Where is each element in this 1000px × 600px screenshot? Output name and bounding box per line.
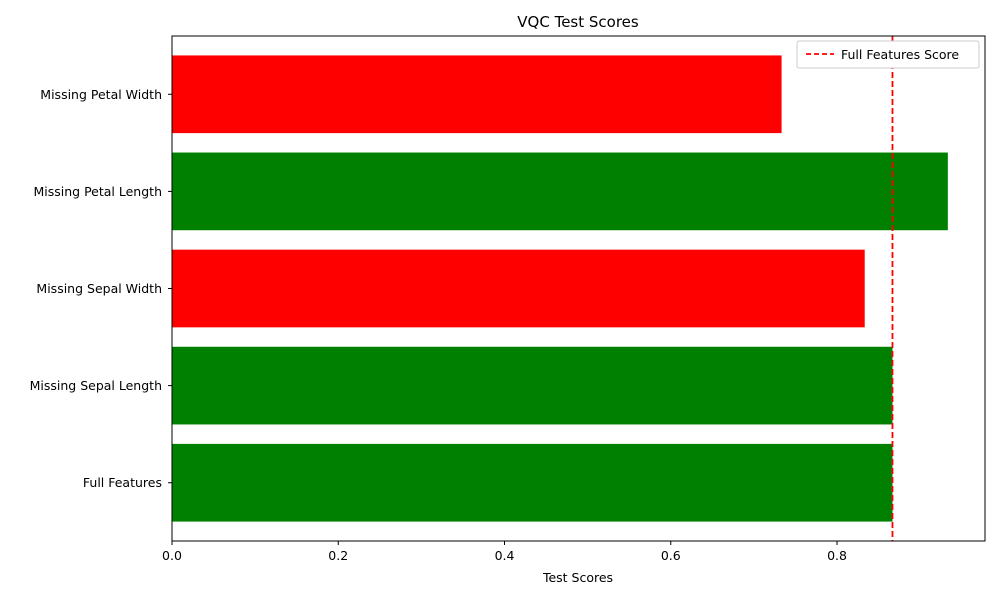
legend-box	[796, 40, 980, 69]
bar-missing-sepal-width	[172, 249, 865, 328]
legend-entry: Full Features Score	[841, 47, 959, 62]
legend: Full Features Score	[796, 40, 980, 69]
x-axis-label: Test Scores	[542, 570, 613, 585]
x-tick-label: 0.8	[827, 548, 847, 563]
y-tick-label: Missing Sepal Width	[36, 281, 162, 296]
bar-missing-petal-width	[172, 55, 782, 134]
x-axis: 0.0 0.2 0.4 0.6 0.8	[162, 541, 847, 563]
y-tick-label: Missing Petal Width	[40, 87, 162, 102]
bar-missing-petal-length	[172, 152, 948, 231]
y-axis: Full Features Missing Sepal Length Missing…	[30, 87, 172, 490]
bar-full-features	[172, 443, 893, 522]
x-tick-label: 0.6	[661, 548, 681, 563]
y-tick-label: Full Features	[83, 475, 162, 490]
bar-missing-sepal-length	[172, 346, 893, 425]
x-tick-label: 0.2	[328, 548, 348, 563]
y-tick-label: Missing Petal Length	[34, 184, 163, 199]
x-tick-label: 0.0	[162, 548, 182, 563]
y-tick-label: Missing Sepal Length	[30, 378, 162, 393]
x-tick-label: 0.4	[495, 548, 515, 563]
chart-title: VQC Test Scores	[517, 13, 639, 31]
bars-group	[172, 55, 948, 522]
